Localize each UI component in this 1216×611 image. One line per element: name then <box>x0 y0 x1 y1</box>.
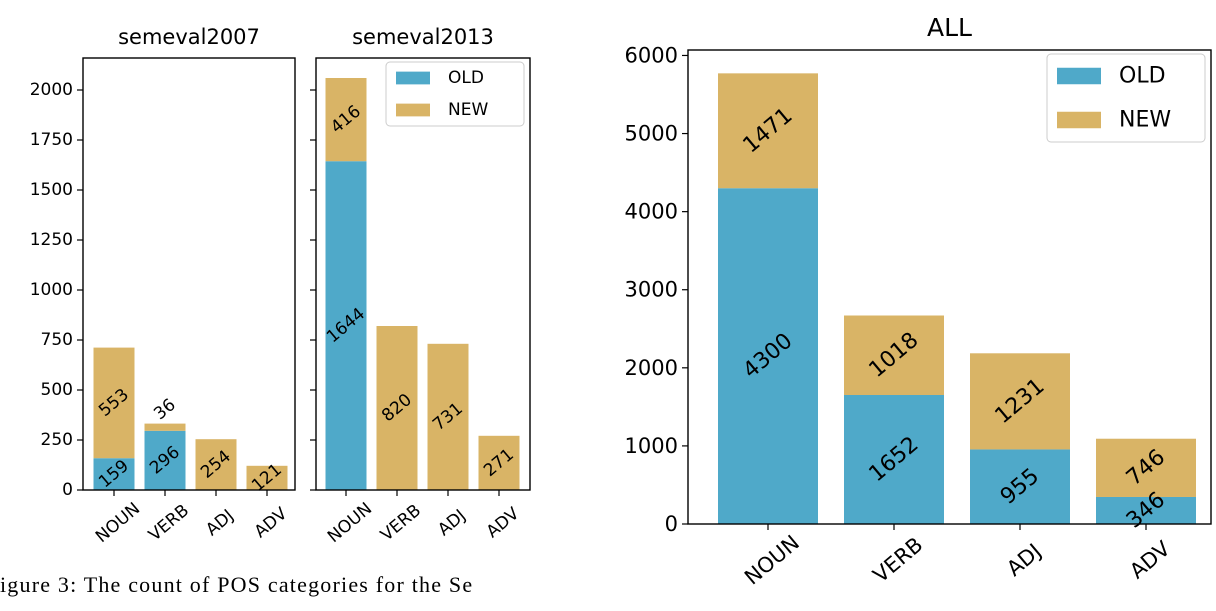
chart3-legend-label-old: OLD <box>1119 64 1166 89</box>
chart3-bar-old-adv <box>1096 496 1196 524</box>
chart1-bar-old-noun <box>93 458 135 490</box>
chart1-y-tick-label: 1250 <box>30 230 73 250</box>
chart1-x-tick-label: VERB <box>145 501 193 546</box>
chart3-y-tick-label: 1000 <box>625 434 678 458</box>
chart2-legend-swatch-old <box>396 71 430 85</box>
chart1-title: semeval2007 <box>118 25 260 49</box>
chart3-x-tick-label: ADV <box>1125 536 1175 583</box>
chart1-y-tick-label: 750 <box>41 330 73 350</box>
chart3-bar-new-adj <box>970 353 1070 450</box>
chart3-x-tick-label: NOUN <box>740 530 804 589</box>
chart3-y-tick-label: 2000 <box>625 356 678 380</box>
chart2-legend-swatch-new <box>396 103 430 117</box>
chart1-y-tick-label: 500 <box>41 380 73 400</box>
chart3-y-tick-label: 5000 <box>625 122 678 146</box>
chart3-title: ALL <box>927 13 972 42</box>
chart3-x-tick-label: VERB <box>869 533 928 588</box>
chart2-title: semeval2013 <box>352 25 494 49</box>
chart3-y-tick-label: 3000 <box>625 278 678 302</box>
chart2-x-tick-label: NOUN <box>324 499 376 547</box>
chart1-y-tick-label: 250 <box>41 430 73 450</box>
chart3-axes-frame <box>687 49 1212 525</box>
chart1-y-tick-label: 1000 <box>30 280 73 300</box>
chart1-y-tick-label: 1500 <box>30 180 73 200</box>
chart3-legend-swatch-new <box>1057 111 1101 129</box>
chart3-y-tick-label: 6000 <box>625 43 678 67</box>
chart3-legend-swatch-old <box>1057 67 1101 85</box>
chart3-bar-new-verb <box>844 315 944 395</box>
chart1-x-tick-label: ADV <box>251 504 292 543</box>
chart2-bar-new-adj <box>427 343 469 490</box>
chart3-bar-old-noun <box>718 188 818 524</box>
chart2-x-tick-label: VERB <box>377 501 425 546</box>
chart2-bar-new-verb <box>376 326 418 490</box>
chart1-bar-old-verb <box>144 430 186 490</box>
chart1-y-tick-label: 1750 <box>30 130 73 150</box>
chart2-x-tick-label: ADV <box>483 504 524 543</box>
chart2-bar-old-noun <box>325 161 367 490</box>
chart2-bar-new-adv <box>478 435 520 490</box>
chart1-axes-frame <box>82 57 296 491</box>
chart3-bar-old-verb <box>844 394 944 524</box>
chart1-bar-new-verb <box>144 423 186 431</box>
chart3-y-tick-label: 4000 <box>625 200 678 224</box>
chart3-bar-old-adj <box>970 449 1070 524</box>
chart2-legend-label-new: NEW <box>448 100 488 120</box>
chart3-x-tick-label: ADJ <box>1002 539 1046 581</box>
chart3-legend-label-new: NEW <box>1119 108 1171 133</box>
chart1-bar-new-noun <box>93 347 135 459</box>
chart1-bar-new-adv <box>246 465 288 490</box>
chart3-y-tick-label: 0 <box>665 512 678 536</box>
chart1-x-tick-label: ADJ <box>202 506 238 540</box>
chart2-x-tick-label: ADJ <box>434 506 470 540</box>
chart2-legend-label-old: OLD <box>448 68 484 88</box>
chart1-bar-new-adj <box>195 439 237 490</box>
chart2-bar-new-noun <box>325 78 367 162</box>
chart1-y-tick-label: 0 <box>62 480 73 500</box>
chart1-y-tick-label: 2000 <box>30 80 73 100</box>
chart1-data-label: 36 <box>150 395 179 424</box>
figure-caption: igure 3: The count of POS categories for… <box>0 572 474 597</box>
chart3-bar-new-adv <box>1096 438 1196 497</box>
chart1-x-tick-label: NOUN <box>92 499 144 547</box>
chart3-bar-new-noun <box>718 73 818 189</box>
chart2-axes-frame <box>315 57 531 491</box>
